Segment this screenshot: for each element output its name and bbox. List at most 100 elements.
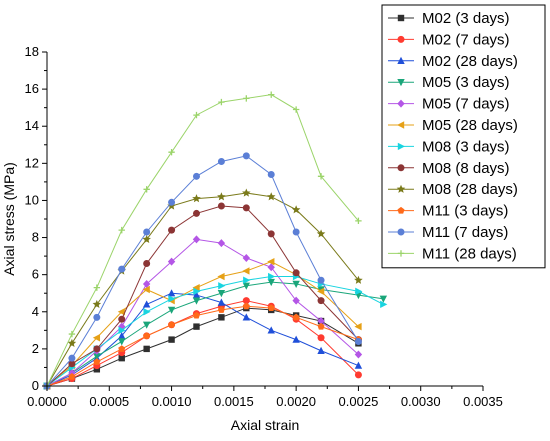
data-point bbox=[242, 282, 251, 290]
data-point bbox=[193, 323, 200, 330]
data-point bbox=[168, 295, 176, 303]
legend: M02 (3 days) M02 (7 days) M02 (28 days) M05… bbox=[381, 4, 546, 269]
legend-label: M02 (3 days) bbox=[422, 10, 510, 27]
data-point bbox=[267, 257, 275, 266]
data-point bbox=[192, 311, 200, 319]
data-point bbox=[68, 360, 76, 368]
data-point bbox=[379, 295, 388, 303]
legend-marker bbox=[397, 121, 405, 129]
legend-marker bbox=[397, 99, 405, 108]
legend-label: M11 (3 days) bbox=[422, 203, 508, 220]
data-point bbox=[218, 98, 225, 106]
series-line bbox=[46, 205, 359, 387]
y-tick-label: 18 bbox=[25, 44, 39, 59]
data-point bbox=[92, 299, 102, 308]
data-point bbox=[242, 313, 251, 321]
y-tick-label: 12 bbox=[25, 155, 39, 170]
data-point bbox=[168, 336, 175, 343]
data-point bbox=[242, 297, 250, 305]
data-point bbox=[380, 300, 388, 309]
y-tick-label: 6 bbox=[32, 267, 39, 282]
data-point bbox=[317, 346, 325, 354]
data-point bbox=[217, 157, 225, 165]
y-tick-label: 2 bbox=[32, 341, 39, 356]
data-point bbox=[292, 106, 300, 113]
data-point bbox=[92, 334, 101, 342]
x-tick-label: 0.0005 bbox=[89, 394, 129, 409]
legend-label: M05 (28 days) bbox=[422, 117, 518, 134]
data-point bbox=[217, 306, 225, 313]
data-point bbox=[354, 322, 362, 331]
data-point bbox=[242, 152, 250, 160]
legend-marker bbox=[397, 35, 405, 43]
legend-item: M08 (3 days) bbox=[388, 138, 510, 155]
legend-item: M11 (3 days) bbox=[388, 203, 508, 220]
legend-marker bbox=[397, 79, 405, 87]
y-ticks: 0 2 4 6 8 10 12 14 16 18 bbox=[25, 44, 47, 393]
data-point bbox=[217, 298, 226, 306]
legend-marker bbox=[397, 228, 405, 236]
data-point bbox=[143, 332, 151, 339]
data-point bbox=[192, 235, 201, 244]
data-point bbox=[68, 354, 76, 362]
data-point bbox=[242, 267, 250, 275]
data-point bbox=[317, 317, 325, 326]
data-point bbox=[317, 322, 325, 330]
legend-label: M05 (3 days) bbox=[422, 74, 510, 91]
legend-item: M05 (3 days) bbox=[388, 74, 510, 91]
legend-item: M05 (7 days) bbox=[388, 96, 510, 113]
data-point bbox=[93, 353, 101, 361]
data-point bbox=[93, 366, 101, 373]
legend-marker bbox=[396, 184, 406, 193]
data-point bbox=[355, 287, 363, 296]
data-point bbox=[167, 306, 176, 314]
x-tick-label: 0.0030 bbox=[401, 394, 441, 409]
legend-marker bbox=[397, 56, 405, 64]
legend-item: M08 (8 days) bbox=[388, 160, 510, 177]
data-point bbox=[192, 291, 201, 299]
data-point bbox=[68, 330, 76, 338]
data-point bbox=[168, 321, 176, 328]
data-point bbox=[267, 230, 275, 238]
data-point bbox=[93, 358, 101, 365]
data-point bbox=[93, 284, 101, 291]
legend-label: M08 (28 days) bbox=[422, 181, 518, 198]
data-point bbox=[167, 257, 176, 266]
data-point bbox=[168, 149, 175, 156]
data-point bbox=[317, 297, 325, 305]
legend-marker bbox=[397, 14, 405, 22]
data-point bbox=[93, 345, 101, 353]
data-point bbox=[266, 192, 276, 201]
series-10 bbox=[43, 152, 362, 390]
data-point bbox=[67, 338, 77, 347]
data-point bbox=[142, 300, 151, 308]
data-point bbox=[292, 280, 300, 288]
x-tick-label: 0.0015 bbox=[214, 394, 254, 409]
y-tick-label: 8 bbox=[32, 230, 39, 245]
data-point bbox=[168, 198, 176, 206]
legend-label: M02 (28 days) bbox=[422, 53, 518, 70]
data-point bbox=[355, 217, 362, 225]
data-point bbox=[267, 263, 275, 272]
data-point bbox=[217, 192, 226, 201]
data-point bbox=[242, 302, 250, 310]
series-4 bbox=[43, 235, 363, 390]
data-point bbox=[354, 371, 362, 379]
legend-marker bbox=[397, 164, 405, 172]
x-axis-title: Axial strain bbox=[231, 417, 299, 433]
series-2 bbox=[43, 289, 363, 390]
data-point bbox=[168, 226, 176, 234]
legend-label: M05 (7 days) bbox=[422, 96, 510, 113]
data-point bbox=[193, 287, 201, 296]
x-tick-label: 0.0010 bbox=[152, 394, 192, 409]
data-point bbox=[143, 228, 151, 236]
y-tick-label: 14 bbox=[25, 118, 39, 133]
data-point bbox=[291, 205, 301, 214]
data-point bbox=[143, 186, 150, 193]
series-8 bbox=[42, 188, 363, 390]
data-point bbox=[68, 373, 76, 380]
legend-label: M02 (7 days) bbox=[422, 31, 510, 48]
legend-box bbox=[381, 4, 546, 269]
data-point bbox=[142, 234, 151, 244]
data-point bbox=[292, 269, 300, 277]
